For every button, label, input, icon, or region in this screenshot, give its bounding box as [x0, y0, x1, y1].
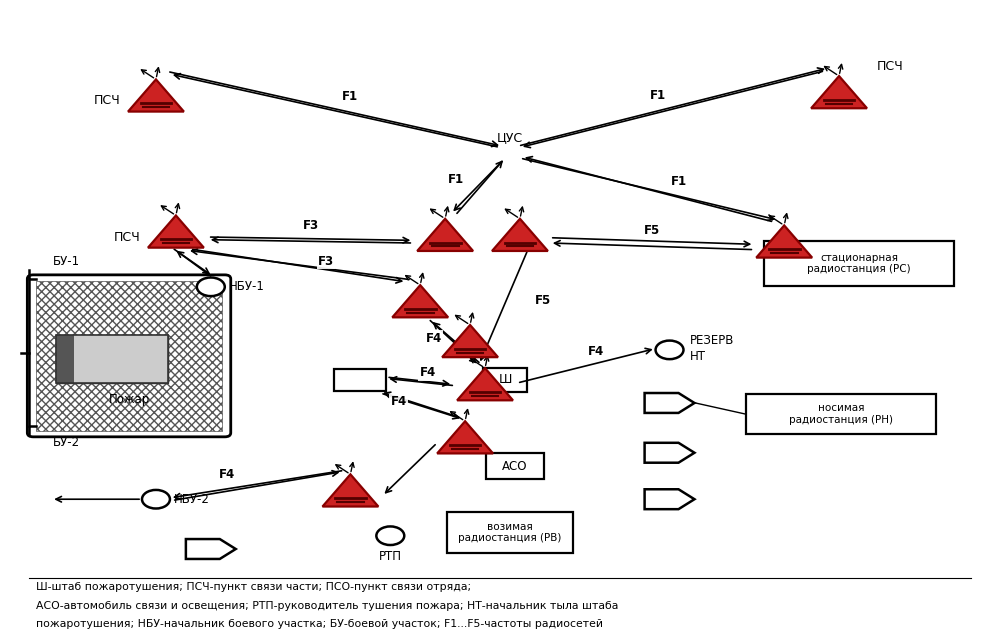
- Polygon shape: [417, 219, 473, 251]
- Text: F1: F1: [671, 175, 687, 188]
- Polygon shape: [322, 474, 378, 506]
- Polygon shape: [442, 325, 498, 357]
- Polygon shape: [492, 219, 548, 251]
- Circle shape: [376, 527, 404, 545]
- Text: РЕЗЕРВ: РЕЗЕРВ: [689, 334, 734, 347]
- Text: АСО-автомобиль связи и освещения; РТП-руководитель тушения пожара; НТ-начальник : АСО-автомобиль связи и освещения; РТП-ру…: [36, 601, 619, 611]
- Circle shape: [142, 490, 170, 509]
- Text: F3: F3: [318, 255, 334, 268]
- Circle shape: [656, 340, 683, 359]
- Circle shape: [197, 278, 225, 296]
- Text: Пожар: Пожар: [108, 393, 150, 406]
- Polygon shape: [148, 216, 204, 248]
- FancyBboxPatch shape: [764, 241, 954, 286]
- Polygon shape: [437, 421, 493, 453]
- Text: возимая
радиостанция (РВ): возимая радиостанция (РВ): [458, 522, 562, 543]
- Polygon shape: [645, 443, 694, 463]
- Text: стационарная
радиостанция (РС): стационарная радиостанция (РС): [807, 253, 911, 275]
- Text: БУ-2: БУ-2: [53, 436, 80, 449]
- Text: F5: F5: [644, 224, 660, 237]
- Polygon shape: [392, 285, 448, 317]
- Polygon shape: [457, 368, 513, 400]
- Text: F5: F5: [535, 294, 552, 307]
- FancyBboxPatch shape: [27, 275, 231, 437]
- Text: F1: F1: [650, 89, 666, 102]
- Text: ПСЧ: ПСЧ: [877, 60, 904, 73]
- Text: F3: F3: [302, 219, 319, 232]
- FancyBboxPatch shape: [447, 512, 573, 553]
- FancyBboxPatch shape: [486, 453, 544, 479]
- Polygon shape: [811, 76, 867, 108]
- Bar: [56, 335, 168, 383]
- Text: НБУ-2: НБУ-2: [174, 493, 210, 506]
- FancyBboxPatch shape: [483, 368, 527, 392]
- Bar: [36, 281, 222, 431]
- Bar: [56, 335, 74, 383]
- Text: F4: F4: [588, 345, 604, 358]
- Text: пожаротушения; НБУ-начальник боевого участка; БУ-боевой участок; F1...F5-частоты: пожаротушения; НБУ-начальник боевого уча…: [36, 620, 603, 629]
- Text: Ш: Ш: [498, 373, 512, 386]
- Text: РТП: РТП: [379, 550, 402, 563]
- Text: НТ: НТ: [689, 350, 705, 363]
- Polygon shape: [186, 539, 236, 559]
- Text: F4: F4: [219, 468, 235, 481]
- Text: Ш-штаб пожаротушения; ПСЧ-пункт связи части; ПСО-пункт связи отряда;: Ш-штаб пожаротушения; ПСЧ-пункт связи ча…: [36, 582, 471, 592]
- Text: F1: F1: [341, 90, 358, 103]
- Text: ЦУС: ЦУС: [497, 131, 523, 144]
- Text: F4: F4: [420, 366, 436, 380]
- Bar: [74, 335, 168, 383]
- FancyBboxPatch shape: [334, 369, 386, 390]
- Text: носимая
радиостанция (РН): носимая радиостанция (РН): [789, 403, 893, 425]
- Text: F4: F4: [426, 332, 442, 344]
- Text: ПСЧ: ПСЧ: [113, 230, 140, 244]
- Polygon shape: [645, 489, 694, 509]
- Polygon shape: [645, 393, 694, 413]
- Polygon shape: [128, 79, 184, 111]
- Text: АСО: АСО: [502, 460, 528, 472]
- Polygon shape: [756, 225, 812, 258]
- Text: F4: F4: [391, 395, 407, 408]
- Text: F1: F1: [448, 173, 464, 186]
- Text: ПСО: ПСО: [822, 241, 850, 253]
- FancyBboxPatch shape: [746, 394, 936, 434]
- Text: НБУ-1: НБУ-1: [229, 280, 265, 293]
- Bar: [56, 335, 168, 383]
- Text: БУ-1: БУ-1: [53, 255, 80, 268]
- Text: ПСЧ: ПСЧ: [93, 95, 120, 108]
